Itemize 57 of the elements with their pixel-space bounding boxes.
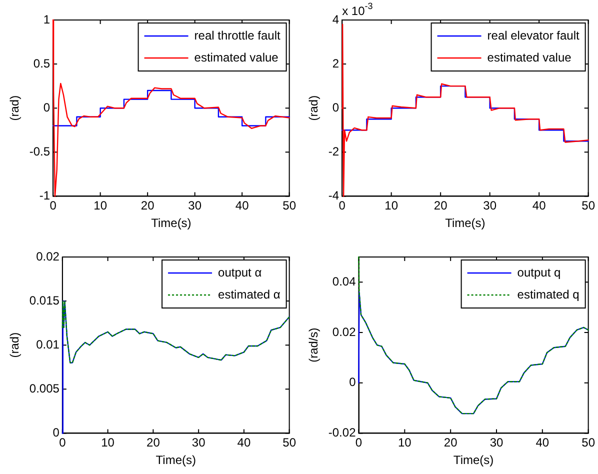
x-axis-title: Time(s) <box>445 216 486 230</box>
y-tick-label: 0.015 <box>29 293 60 308</box>
x-tick-label: 40 <box>237 436 251 450</box>
x-tick-label: 50 <box>582 198 596 213</box>
y-tick-label: 0 <box>349 375 356 390</box>
x-tick-label: 20 <box>434 198 448 213</box>
y-tick-label: -2 <box>328 144 340 158</box>
y-tick-label: -4 <box>328 188 340 203</box>
legend-label: output α <box>218 265 262 280</box>
legend-label: real elevator fault <box>487 28 580 42</box>
y-tick-label: 0.02 <box>332 324 356 339</box>
x-tick-label: 30 <box>490 436 504 450</box>
y-tick-label: 2 <box>332 56 340 70</box>
x-axis-title: Time(s) <box>156 453 196 468</box>
y-tick-label: 1 <box>43 12 50 26</box>
x-tick-label: 50 <box>282 436 296 450</box>
line-series <box>358 256 589 414</box>
x-tick-label: 30 <box>188 198 202 213</box>
x-axis-title: Time(s) <box>453 453 494 468</box>
y-axis-title: (rad) <box>8 332 22 358</box>
x-tick-label: 20 <box>444 436 458 450</box>
legend-label: real throttle fault <box>194 28 281 42</box>
y-tick-label: 0.01 <box>36 337 60 352</box>
y-axis-title: (rad/s) <box>306 328 321 362</box>
x-tick-label: 50 <box>282 198 296 213</box>
y-tick-label: -1 <box>39 188 50 203</box>
y-tick-label: 0 <box>43 100 50 114</box>
y-tick-label: 0 <box>52 426 60 440</box>
legend-label: output q <box>517 265 561 280</box>
y-tick-label: 0.04 <box>332 274 356 288</box>
x-tick-label: 30 <box>483 198 497 213</box>
x-tick-label: 40 <box>536 436 550 450</box>
x-axis-title: Time(s) <box>151 216 192 230</box>
x-tick-label: 20 <box>140 198 155 213</box>
y-tick-label: 4 <box>332 12 340 26</box>
x-tick-label: 40 <box>532 198 546 213</box>
legend-label: estimated q <box>517 287 580 302</box>
legend-label: estimated value <box>487 50 572 64</box>
legend-label: estimated value <box>194 50 279 64</box>
y-tick-label: 0.02 <box>36 249 60 264</box>
x-tick-label: 10 <box>94 198 108 213</box>
x-tick-label: 10 <box>101 436 115 450</box>
y-axis-title: (rad) <box>8 95 22 121</box>
x-tick-label: 40 <box>235 198 250 213</box>
y-tick-label: -0.02 <box>328 426 356 440</box>
y-axis-title: (rad) <box>306 95 321 121</box>
y-tick-label: 0.5 <box>33 56 50 70</box>
y-tick-label: 0 <box>332 100 340 114</box>
line-series <box>62 300 290 364</box>
legend-label: estimated α <box>218 287 280 302</box>
x-tick-label: 20 <box>146 436 160 450</box>
x-tick-label: 10 <box>384 198 398 213</box>
x-tick-label: 50 <box>582 436 596 450</box>
y-tick-label: 0.005 <box>29 381 60 396</box>
y-tick-label: -0.5 <box>29 144 50 158</box>
x-tick-label: 30 <box>192 436 206 450</box>
x-tick-label: 10 <box>398 436 412 450</box>
